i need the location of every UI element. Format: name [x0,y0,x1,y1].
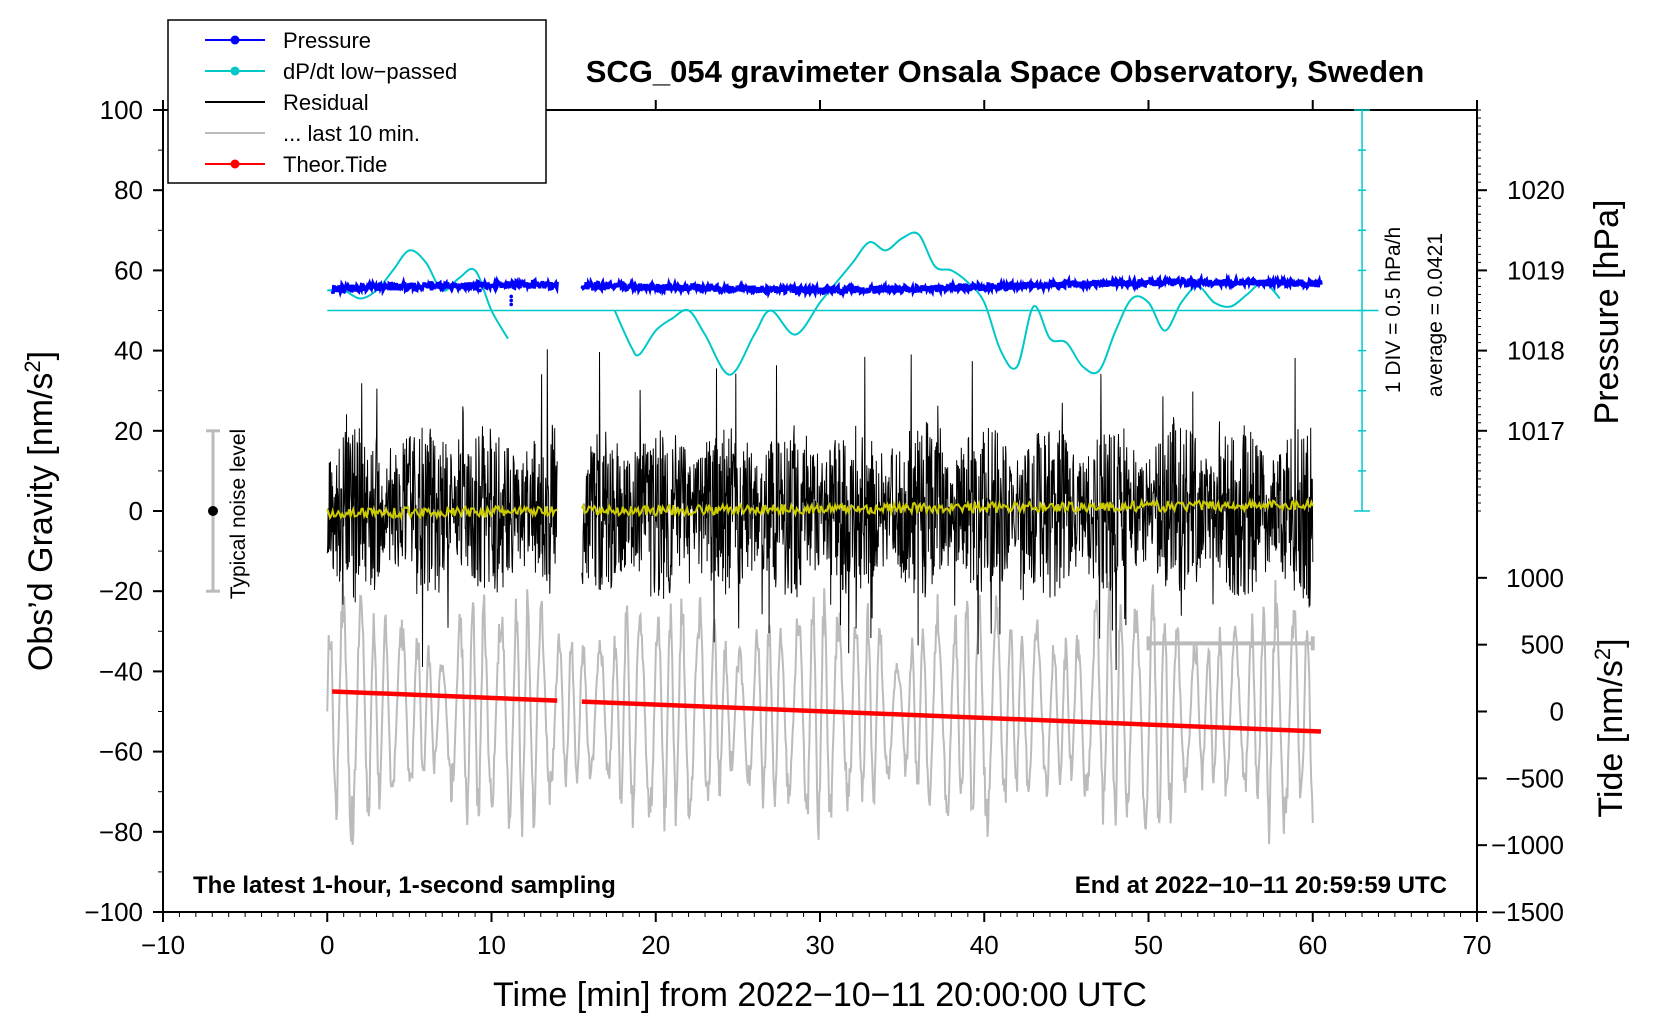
x-tick-label: −10 [141,930,185,960]
x-tick-label: 60 [1298,930,1327,960]
tide-tick-label: −1000 [1491,830,1564,860]
legend-label: Pressure [283,28,371,53]
y-tick-label: 80 [114,175,143,205]
y-tick-label: −100 [84,897,143,927]
pressure-outlier-point [478,288,482,293]
x-tick-label: 50 [1134,930,1163,960]
tide-tick-label: −500 [1505,763,1564,793]
x-tick-label: 10 [477,930,506,960]
pressure-tick-label: 1018 [1507,336,1565,366]
y-tick-label: 40 [114,336,143,366]
legend-label: Residual [283,90,369,115]
bottom-right-note: End at 2022−10−11 20:59:59 UTC [1075,872,1447,899]
y-tick-label: −40 [99,656,143,686]
residual-smoothed-line [580,496,1314,518]
pressure-outlier-point [509,298,514,303]
legend-label: ... last 10 min. [283,121,420,146]
pressure-outlier-point [722,287,727,292]
noise-level-indicator [206,429,220,593]
dpdt-line [613,231,1281,376]
last-10-min-line [326,580,1314,845]
x-tick-label: 40 [970,930,999,960]
x-tick-label: 20 [641,930,670,960]
pressure-line [330,275,559,299]
pressure-tick-label: 1017 [1507,416,1565,446]
dpdt-line [327,249,509,340]
bottom-left-note: The latest 1-hour, 1-second sampling [193,872,616,899]
x-axis-title: Time [min] from 2022−10−11 20:00:00 UTC [493,976,1147,1014]
tide-tick-label: 500 [1521,630,1564,660]
legend-marker [230,159,240,169]
y-tick-label: −60 [99,737,143,767]
pressure-outlier-point [509,294,514,299]
dpdt-scale-label: 1 DIV = 0.5 hPa/h [1382,227,1405,393]
x-tick-label: 70 [1463,930,1492,960]
x-tick-label: 30 [806,930,835,960]
y-axis-title-tide: Tide [nm/s2] [1590,638,1630,817]
y-tick-label: 0 [129,496,143,526]
tide-tick-label: 0 [1550,697,1564,727]
residual-line [326,349,558,668]
legend-label: Theor.Tide [283,152,387,177]
pressure-tick-label: 1020 [1507,175,1565,205]
y-tick-label: −80 [99,817,143,847]
legend: Pressure dP/dt low−passed Residual ... last… [167,19,547,184]
y-tick-label: −20 [99,576,143,606]
y-tick-label: 100 [100,95,143,125]
x-tick-label: 0 [320,930,334,960]
axis-ticks: −10 0 10 20 30 40 50 60 70100806040200−20−40−60−… [84,95,1564,960]
theor-tide-line [332,689,558,703]
y-tick-label: 20 [114,416,143,446]
y-axis-title-left: Obs’d Gravity [nm/s2] [20,351,60,671]
pressure-outlier-point [509,302,514,307]
dpdt-average-label: average = 0.0421 [1424,233,1447,397]
theor-tide-line [581,699,1322,734]
y-tick-label: 60 [114,255,143,285]
data-series [326,231,1379,845]
tide-tick-label: −1500 [1491,897,1564,927]
noise-label: Typical noise level [227,429,250,599]
residual-smoothed-line [326,504,558,522]
legend-label: dP/dt low−passed [283,59,457,84]
legend-marker [230,66,240,76]
chart-title: SCG_054 gravimeter Onsala Space Observat… [586,54,1425,89]
dpdt-scale-bar [1354,109,1371,512]
pressure-line [580,272,1323,299]
y-axis-title-pressure: Pressure [hPa] [1588,200,1626,425]
pressure-tick-label: 1019 [1507,255,1565,285]
residual-line [581,351,1314,671]
legend-marker [230,35,240,45]
tide-tick-label: 1000 [1506,563,1564,593]
